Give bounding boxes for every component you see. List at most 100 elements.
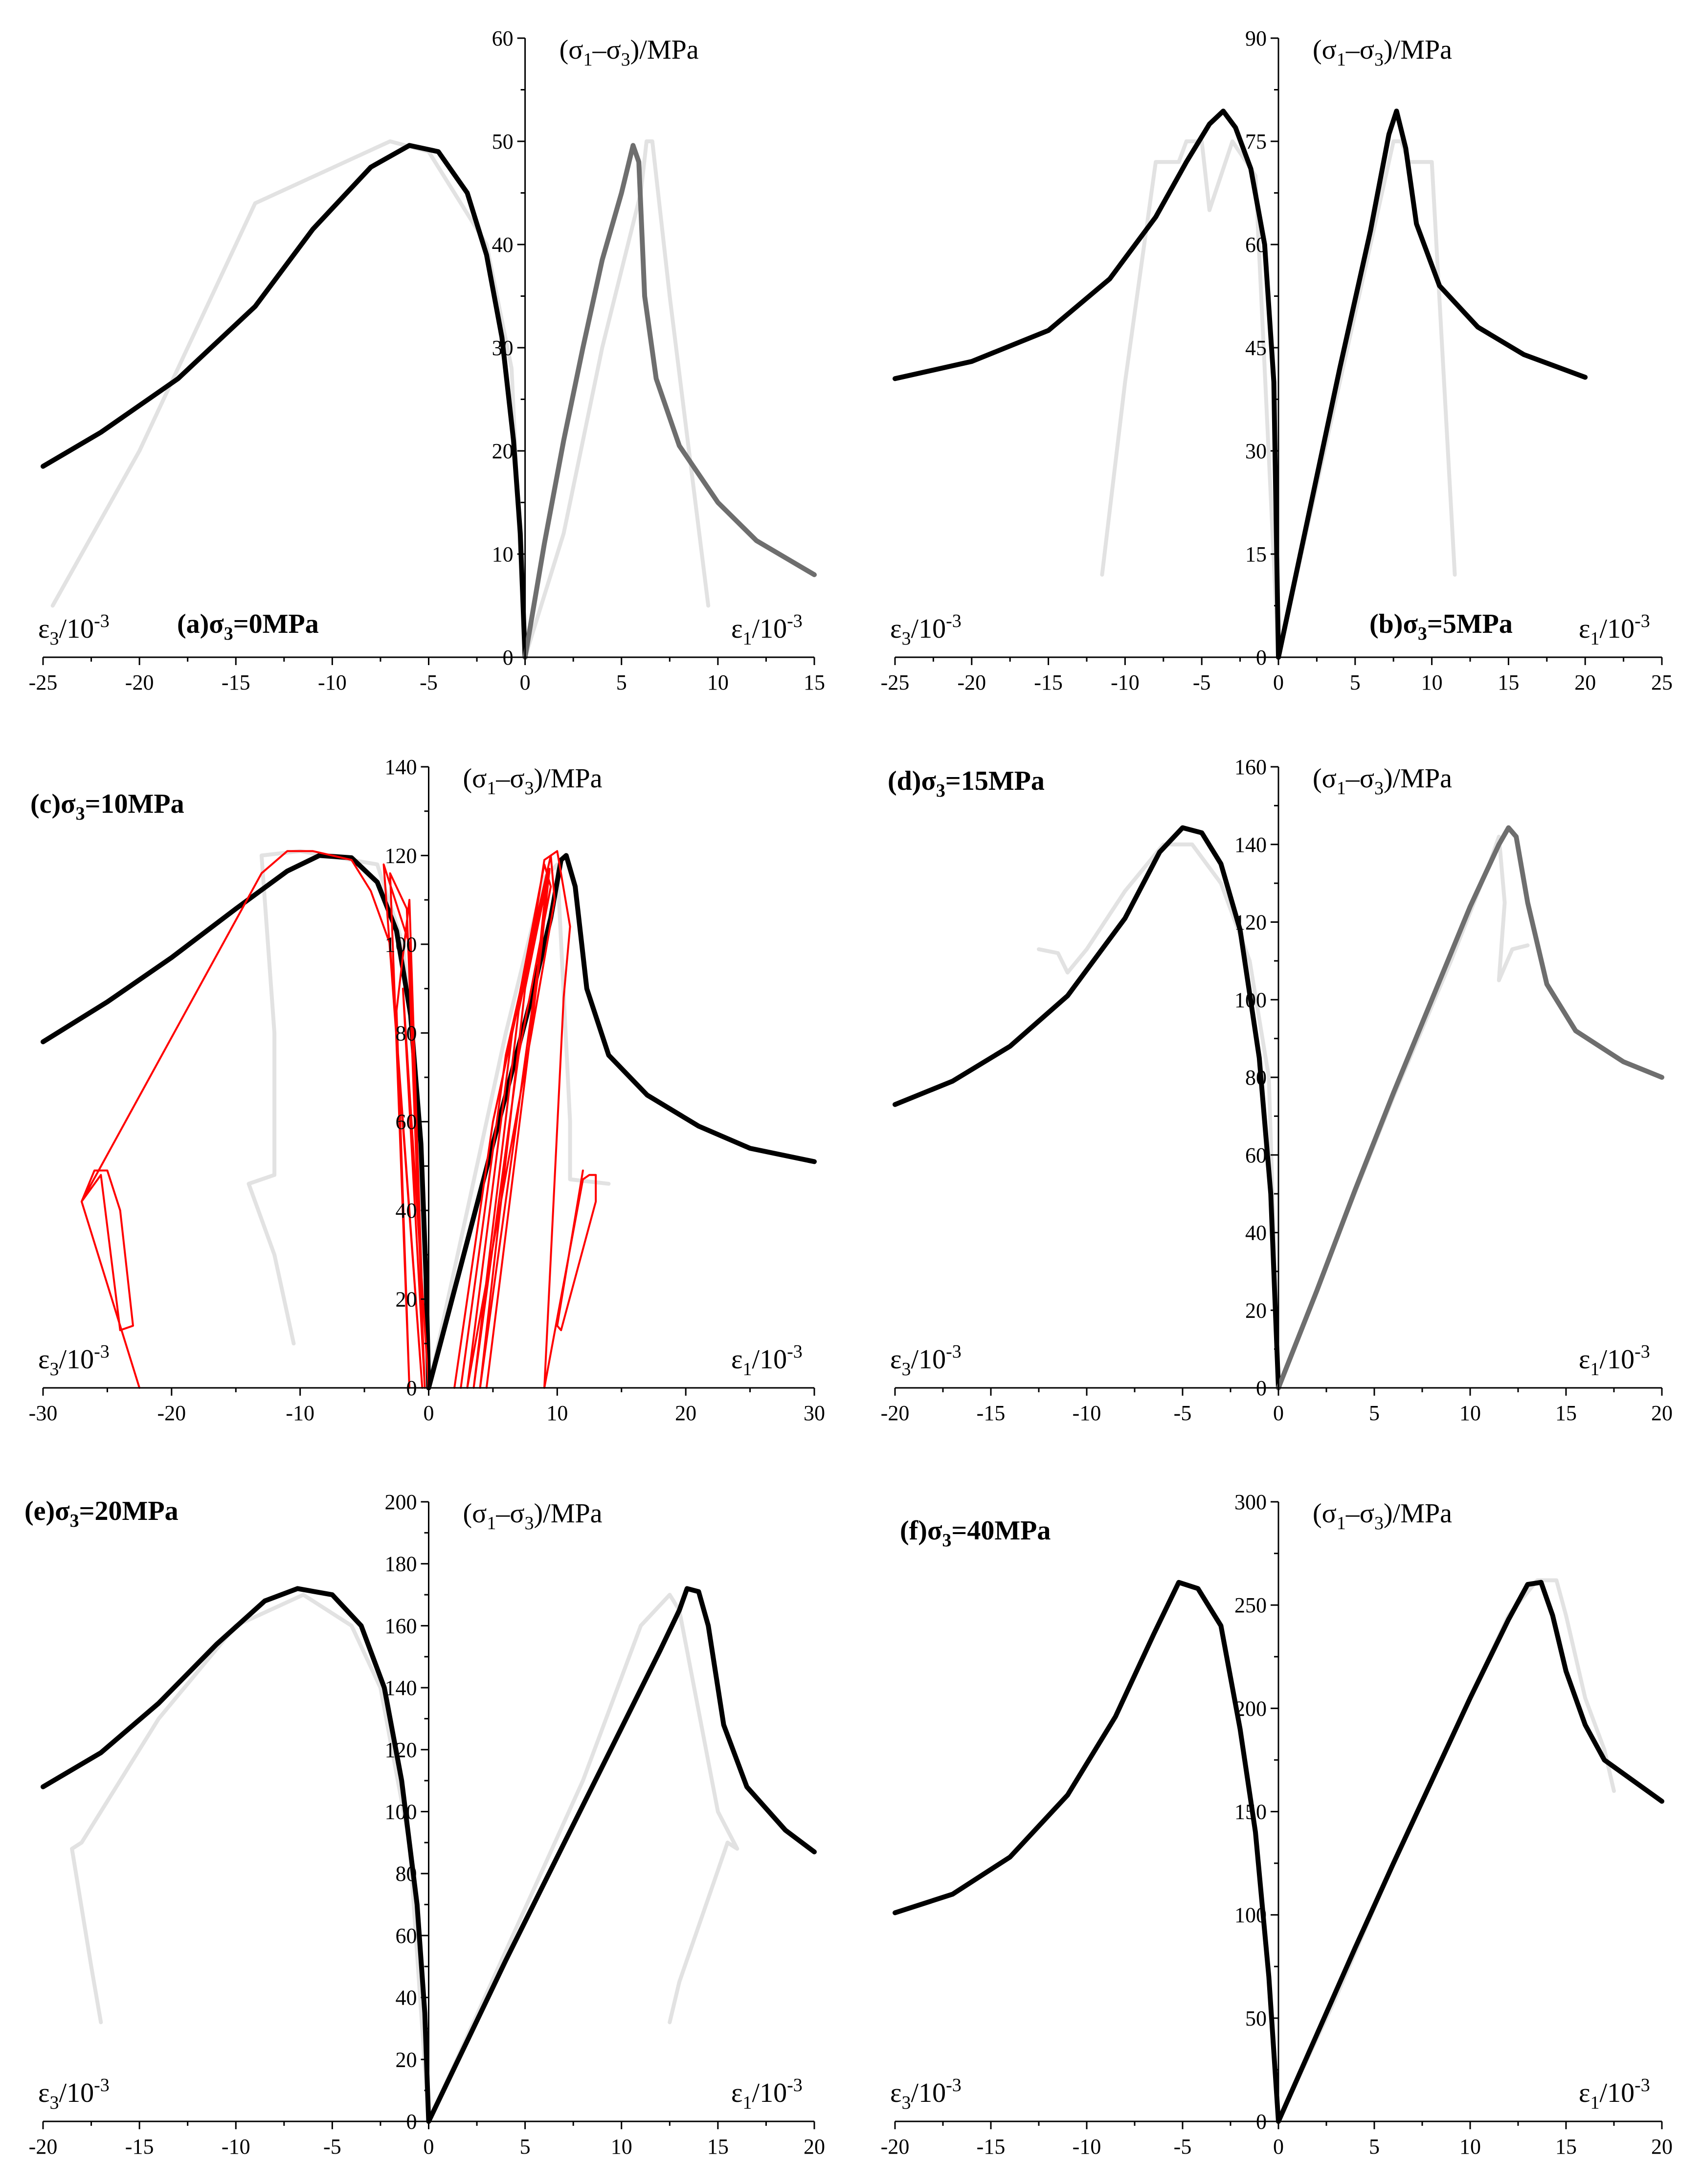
x-tick-label: 5 xyxy=(1369,2135,1380,2159)
chart-panel-c: -30 -20 -10 0 10 20 30 0 20 40 60 80 100 120 140 (σ1–σ3… xyxy=(29,755,825,1425)
x-tick-label: 15 xyxy=(1498,670,1519,694)
y-tick-label: 60 xyxy=(1245,1143,1267,1167)
x-tick-label: -20 xyxy=(881,2135,910,2159)
panel-title: (e)σ3=20MPa xyxy=(24,1496,179,1531)
x-tick-label: 0 xyxy=(1273,2135,1284,2159)
x-tick-label: 0 xyxy=(424,1401,434,1425)
y-tick-label: 60 xyxy=(396,1110,417,1134)
chart-panel-b: -25 -20 -15 -10 -5 0 5 10 15 20 25 0 15 30 45 60 75 90 (σ1… xyxy=(881,26,1673,694)
y-tick-label: 120 xyxy=(385,1738,417,1762)
x-tick-label: -10 xyxy=(222,2135,250,2159)
x-tick-label: -20 xyxy=(157,1401,186,1425)
x-tick-label: 5 xyxy=(520,2135,531,2159)
x-tick-label: -10 xyxy=(1073,1401,1101,1425)
panel-title: (a)σ3=0MPa xyxy=(177,609,319,644)
y-tick-label: 140 xyxy=(1234,833,1267,857)
chart-panel-a: -25 -20 -15 -10 -5 0 5 10 15 0 10 20 30 40 50 60 (σ1–σ3)… xyxy=(29,26,825,694)
y-axis-label: (σ1–σ3)/MPa xyxy=(560,35,699,70)
x-tick-label: -20 xyxy=(881,1401,910,1425)
x-tick-label: 20 xyxy=(1651,2135,1673,2159)
y-tick-label: 100 xyxy=(385,933,417,957)
y-tick-label: 0 xyxy=(1256,646,1267,669)
y-tick-label: 20 xyxy=(492,439,514,463)
series-e-axial xyxy=(426,1586,817,2124)
y-tick-label: 100 xyxy=(1234,988,1267,1012)
y-axis-label: (σ1–σ3)/MPa xyxy=(1313,35,1452,70)
y-tick-label: 15 xyxy=(1245,542,1267,566)
y-tick-label: 20 xyxy=(396,1288,417,1312)
series-d-lateral xyxy=(893,825,1281,1390)
x-left-axis-label: ε3/10-3 xyxy=(38,1341,110,1380)
x-tick-label: 0 xyxy=(520,670,531,694)
y-tick-label: 40 xyxy=(396,1986,417,2010)
x-tick-label: 10 xyxy=(1459,1401,1481,1425)
series-f-lateral xyxy=(893,1580,1281,2124)
x-right-axis-label: ε1/10-3 xyxy=(731,2075,803,2113)
y-axis-label: (σ1–σ3)/MPa xyxy=(463,763,603,799)
x-tick-label: 25 xyxy=(1651,670,1673,694)
y-tick-label: 30 xyxy=(1245,439,1267,463)
series-a-axial xyxy=(522,143,817,660)
series-c-axial xyxy=(426,853,817,1390)
series-d-axial xyxy=(1276,825,1664,1390)
x-tick-label: 15 xyxy=(1555,1401,1577,1425)
series-e-lateral xyxy=(41,1586,431,2124)
x-tick-label: 0 xyxy=(424,2135,434,2159)
x-tick-label: -10 xyxy=(1111,670,1140,694)
series-c-cyclic xyxy=(80,850,597,1389)
x-left-axis-label: ε3/10-3 xyxy=(890,2075,962,2113)
y-tick-label: 160 xyxy=(385,1614,417,1638)
y-tick-label: 45 xyxy=(1245,336,1267,360)
y-axis-label: (σ1–σ3)/MPa xyxy=(1313,1498,1452,1534)
y-tick-label: 90 xyxy=(1245,26,1267,50)
series-f-axial xyxy=(1276,1580,1664,2124)
x-tick-label: -30 xyxy=(29,1401,58,1425)
y-tick-label: 80 xyxy=(396,1021,417,1045)
x-left-axis-label: ε3/10-3 xyxy=(890,1341,962,1380)
x-tick-label: -15 xyxy=(1034,670,1063,694)
y-tick-label: 100 xyxy=(385,1800,417,1824)
y-tick-label: 60 xyxy=(396,1924,417,1948)
x-tick-label: -10 xyxy=(286,1401,314,1425)
chart-panel-d: -20 -15 -10 -5 0 5 10 15 20 0 20 40 60 80 100 120 140 160… xyxy=(881,755,1673,1425)
y-tick-label: 140 xyxy=(385,755,417,779)
x-tick-label: 20 xyxy=(804,2135,825,2159)
x-tick-label: 5 xyxy=(616,670,627,694)
x-tick-label: -10 xyxy=(318,670,347,694)
y-tick-label: 60 xyxy=(492,26,514,50)
x-right-axis-label: ε1/10-3 xyxy=(1579,1341,1650,1380)
x-tick-label: -25 xyxy=(29,670,58,694)
x-tick-label: -5 xyxy=(323,2135,341,2159)
x-tick-label: 5 xyxy=(1350,670,1361,694)
x-tick-label: -10 xyxy=(1073,2135,1101,2159)
x-tick-label: 15 xyxy=(804,670,825,694)
y-tick-label: 75 xyxy=(1245,130,1267,154)
x-tick-label: -25 xyxy=(881,670,910,694)
y-tick-label: 0 xyxy=(406,1376,417,1400)
x-tick-label: 0 xyxy=(1273,670,1284,694)
y-tick-label: 0 xyxy=(1256,2110,1267,2134)
x-tick-label: -20 xyxy=(29,2135,58,2159)
x-tick-label: -15 xyxy=(125,2135,154,2159)
y-tick-label: 10 xyxy=(492,542,514,566)
y-tick-label: 300 xyxy=(1234,1490,1267,1514)
y-tick-label: 30 xyxy=(492,336,514,360)
x-tick-label: -15 xyxy=(977,1401,1006,1425)
x-tick-label: 20 xyxy=(1651,1401,1673,1425)
y-axis-label: (σ1–σ3)/MPa xyxy=(463,1498,603,1534)
y-tick-label: 0 xyxy=(503,646,514,669)
x-right-axis-label: ε1/10-3 xyxy=(731,611,803,649)
panel-title: (c)σ3=10MPa xyxy=(30,789,184,824)
y-tick-label: 80 xyxy=(1245,1066,1267,1090)
x-tick-label: -5 xyxy=(1174,1401,1192,1425)
y-tick-label: 250 xyxy=(1234,1593,1267,1617)
y-tick-label: 40 xyxy=(492,233,514,257)
panel-title: (f)σ3=40MPa xyxy=(900,1515,1051,1551)
y-tick-label: 200 xyxy=(1234,1696,1267,1720)
x-tick-label: -5 xyxy=(1193,670,1211,694)
y-tick-label: 50 xyxy=(492,130,514,154)
series-e-reference xyxy=(70,1593,739,2123)
y-tick-label: 200 xyxy=(385,1490,417,1514)
x-tick-label: -15 xyxy=(222,670,250,694)
x-tick-label: 5 xyxy=(1369,1401,1380,1425)
